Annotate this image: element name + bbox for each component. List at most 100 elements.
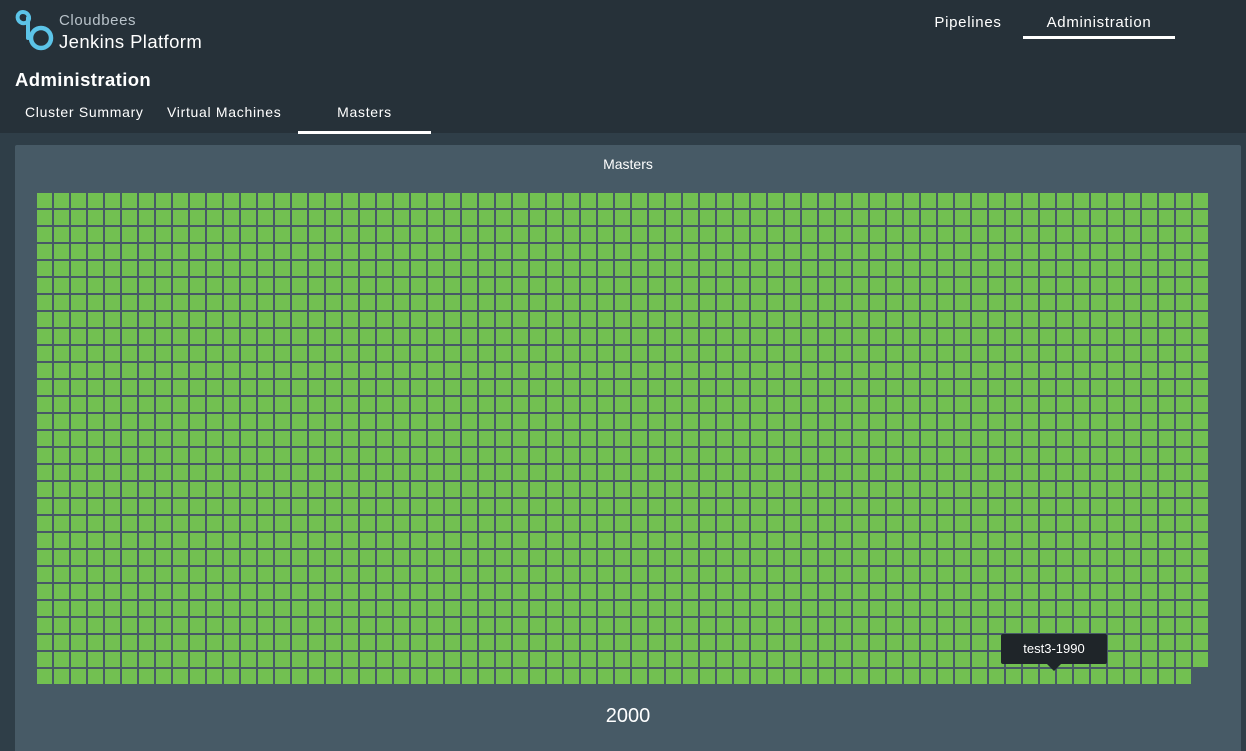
master-tile[interactable] (173, 261, 188, 276)
master-tile[interactable] (54, 652, 69, 667)
master-tile[interactable] (819, 261, 834, 276)
master-tile[interactable] (207, 414, 222, 429)
master-tile[interactable] (683, 295, 698, 310)
master-tile[interactable] (292, 652, 307, 667)
master-tile[interactable] (309, 261, 324, 276)
master-tile[interactable] (190, 295, 205, 310)
master-tile[interactable] (700, 652, 715, 667)
master-tile[interactable] (156, 448, 171, 463)
master-tile[interactable] (530, 669, 545, 684)
master-tile[interactable] (768, 550, 783, 565)
master-tile[interactable] (241, 431, 256, 446)
master-tile[interactable] (428, 584, 443, 599)
master-tile[interactable] (768, 482, 783, 497)
master-tile[interactable] (428, 210, 443, 225)
master-tile[interactable] (581, 567, 596, 582)
master-tile[interactable] (666, 346, 681, 361)
master-tile[interactable] (207, 244, 222, 259)
master-tile[interactable] (1006, 278, 1021, 293)
master-tile[interactable] (751, 550, 766, 565)
master-tile[interactable] (309, 465, 324, 480)
master-tile[interactable] (71, 448, 86, 463)
master-tile[interactable] (564, 567, 579, 582)
master-tile[interactable] (751, 482, 766, 497)
master-tile[interactable] (1193, 567, 1208, 582)
master-tile[interactable] (1074, 227, 1089, 242)
master-tile[interactable] (632, 448, 647, 463)
master-tile[interactable] (683, 618, 698, 633)
master-tile[interactable] (1091, 329, 1106, 344)
master-tile[interactable] (1091, 618, 1106, 633)
master-tile[interactable] (734, 516, 749, 531)
master-tile[interactable] (122, 550, 137, 565)
master-tile[interactable] (462, 295, 477, 310)
master-tile[interactable] (275, 516, 290, 531)
master-tile[interactable] (326, 482, 341, 497)
master-tile[interactable] (802, 227, 817, 242)
master-tile[interactable] (564, 652, 579, 667)
master-tile[interactable] (156, 329, 171, 344)
master-tile[interactable] (972, 669, 987, 684)
master-tile[interactable] (1125, 397, 1140, 412)
master-tile[interactable] (700, 397, 715, 412)
master-tile[interactable] (173, 397, 188, 412)
master-tile[interactable] (836, 567, 851, 582)
master-tile[interactable] (122, 499, 137, 514)
master-tile[interactable] (1091, 414, 1106, 429)
master-tile[interactable] (1074, 499, 1089, 514)
master-tile[interactable] (972, 261, 987, 276)
master-tile[interactable] (309, 414, 324, 429)
master-tile[interactable] (1040, 295, 1055, 310)
master-tile[interactable] (156, 346, 171, 361)
master-tile[interactable] (513, 397, 528, 412)
master-tile[interactable] (785, 482, 800, 497)
master-tile[interactable] (462, 618, 477, 633)
master-tile[interactable] (1193, 499, 1208, 514)
master-tile[interactable] (853, 635, 868, 650)
master-tile[interactable] (105, 380, 120, 395)
master-tile[interactable] (156, 193, 171, 208)
master-tile[interactable] (360, 448, 375, 463)
master-tile[interactable] (462, 346, 477, 361)
master-tile[interactable] (275, 193, 290, 208)
master-tile[interactable] (360, 414, 375, 429)
master-tile[interactable] (751, 652, 766, 667)
master-tile[interactable] (1125, 193, 1140, 208)
master-tile[interactable] (1006, 261, 1021, 276)
master-tile[interactable] (972, 414, 987, 429)
master-tile[interactable] (819, 448, 834, 463)
master-tile[interactable] (224, 295, 239, 310)
master-tile[interactable] (71, 193, 86, 208)
master-tile[interactable] (700, 499, 715, 514)
master-tile[interactable] (615, 261, 630, 276)
master-tile[interactable] (1074, 193, 1089, 208)
master-tile[interactable] (37, 465, 52, 480)
master-tile[interactable] (904, 261, 919, 276)
master-tile[interactable] (190, 669, 205, 684)
master-tile[interactable] (207, 652, 222, 667)
master-tile[interactable] (649, 601, 664, 616)
master-tile[interactable] (139, 567, 154, 582)
master-tile[interactable] (513, 193, 528, 208)
master-tile[interactable] (1091, 550, 1106, 565)
master-tile[interactable] (462, 482, 477, 497)
master-tile[interactable] (54, 329, 69, 344)
master-tile[interactable] (564, 550, 579, 565)
master-tile[interactable] (717, 414, 732, 429)
master-tile[interactable] (1006, 227, 1021, 242)
master-tile[interactable] (632, 482, 647, 497)
master-tile[interactable] (360, 397, 375, 412)
master-tile[interactable] (1057, 193, 1072, 208)
master-tile[interactable] (853, 227, 868, 242)
master-tile[interactable] (989, 329, 1004, 344)
master-tile[interactable] (802, 516, 817, 531)
master-tile[interactable] (360, 635, 375, 650)
master-tile[interactable] (462, 227, 477, 242)
master-tile[interactable] (921, 295, 936, 310)
master-tile[interactable] (751, 193, 766, 208)
master-tile[interactable] (241, 278, 256, 293)
master-tile[interactable] (649, 414, 664, 429)
master-tile[interactable] (1193, 261, 1208, 276)
master-tile[interactable] (751, 329, 766, 344)
master-tile[interactable] (1142, 567, 1157, 582)
